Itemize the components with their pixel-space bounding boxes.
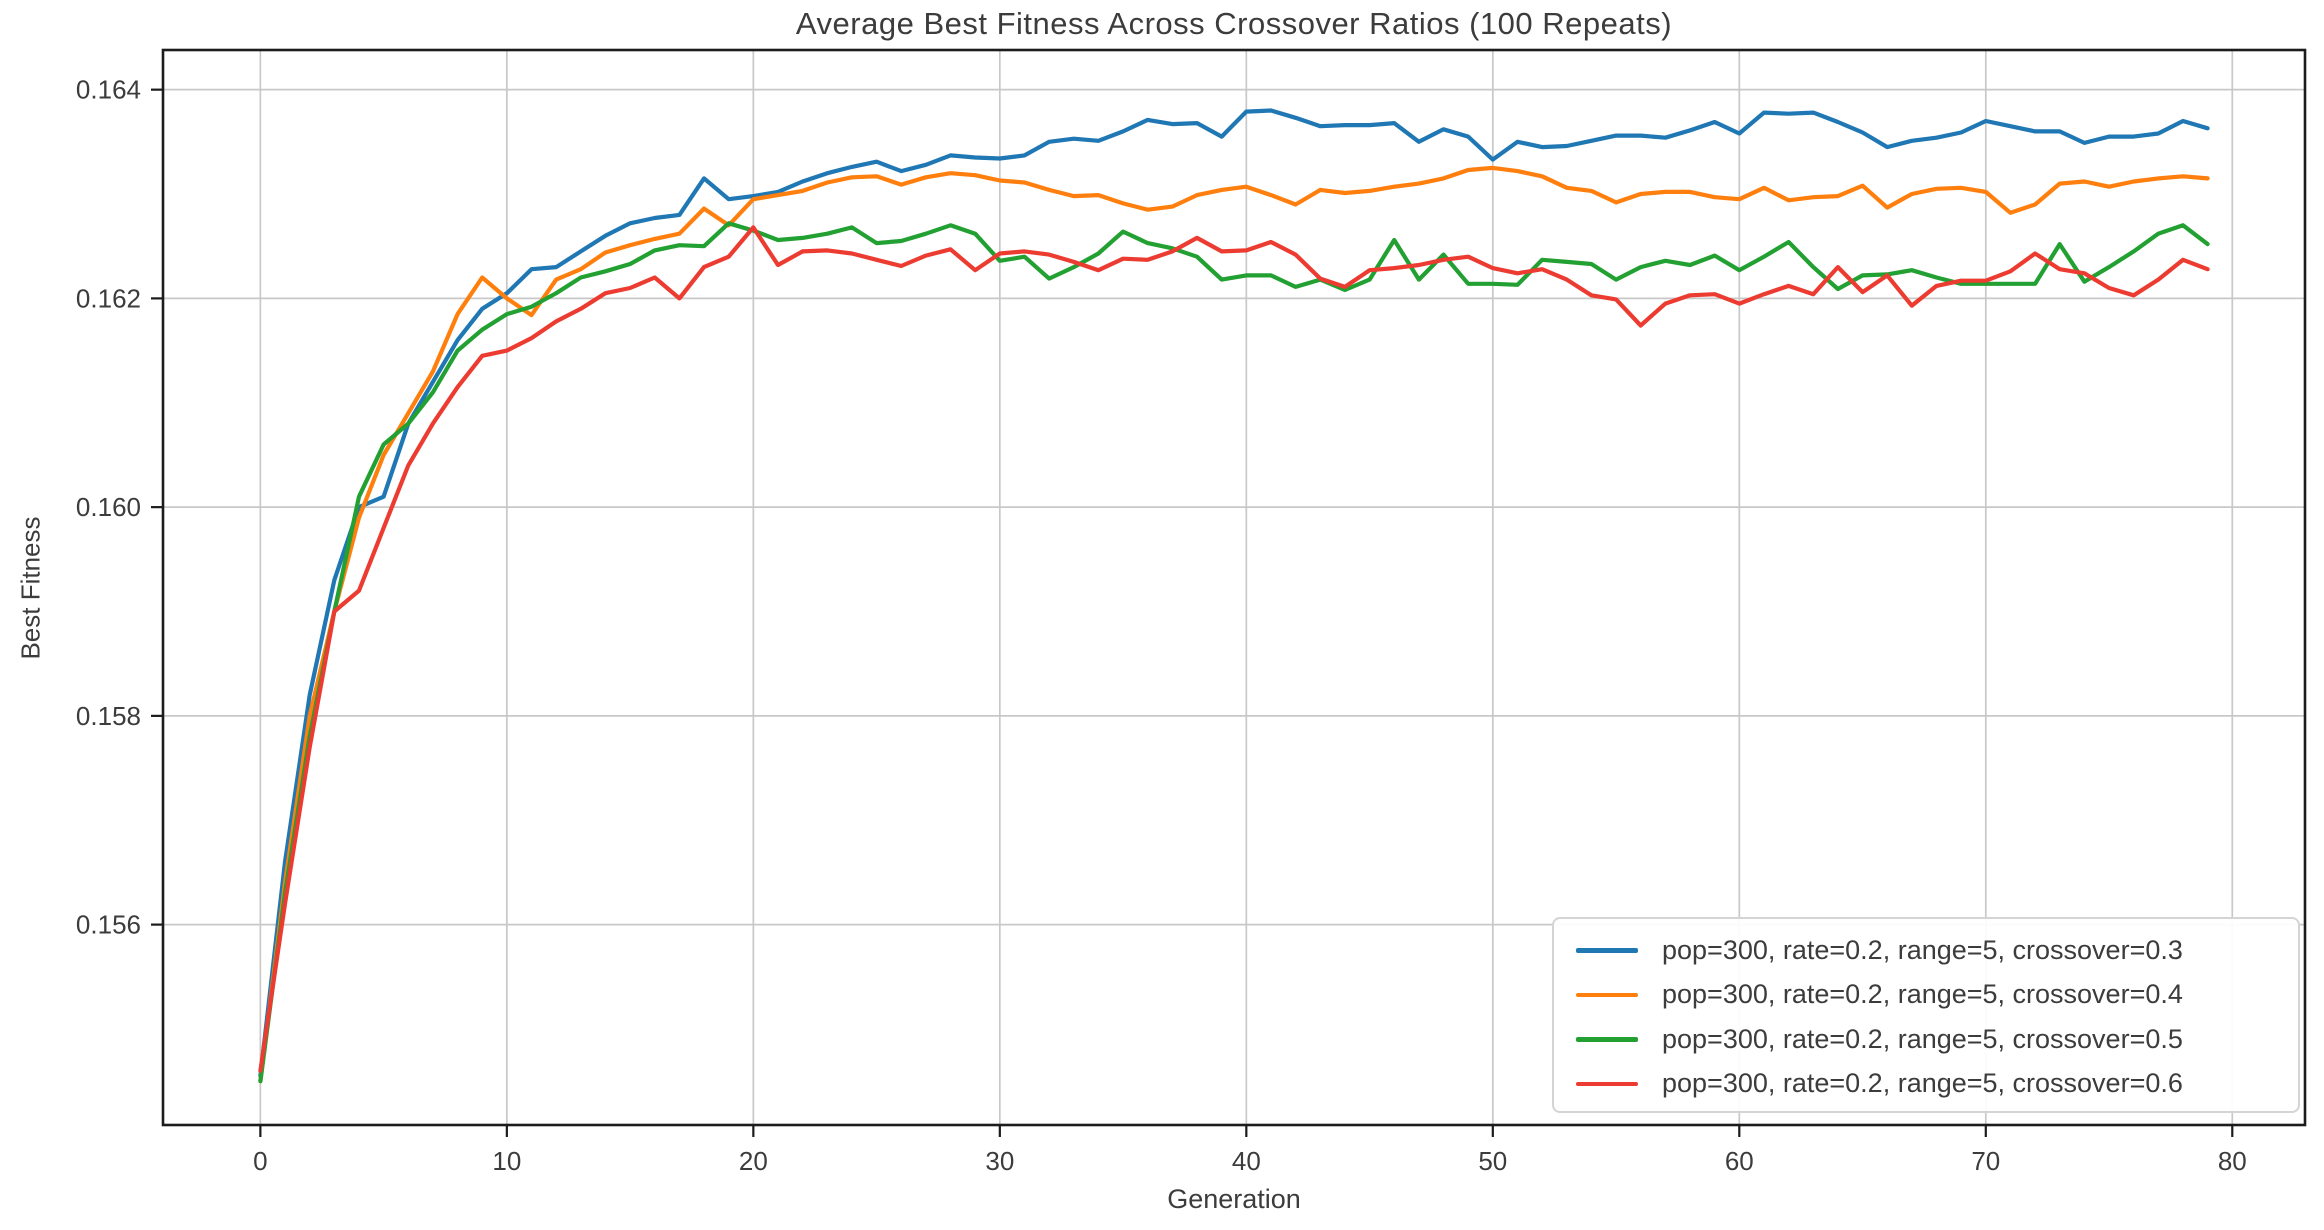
- x-tick-label-50: 50: [1478, 1146, 1507, 1176]
- x-tick-label-40: 40: [1232, 1146, 1261, 1176]
- legend: pop=300, rate=0.2, range=5, crossover=0.…: [1552, 917, 2300, 1113]
- legend-label: pop=300, rate=0.2, range=5, crossover=0.…: [1662, 934, 2183, 965]
- axes-frame: [161, 48, 2307, 1127]
- y-tick-label-0.162: 0.162: [76, 283, 141, 313]
- series-line-0.3: [258, 108, 2210, 1079]
- legend-line-swatch: [1576, 1081, 1638, 1086]
- legend-label: pop=300, rate=0.2, range=5, crossover=0.…: [1662, 1023, 2183, 1054]
- legend-label: pop=300, rate=0.2, range=5, crossover=0.…: [1662, 1068, 2183, 1099]
- legend-item: pop=300, rate=0.2, range=5, crossover=0.…: [1576, 928, 2298, 973]
- legend-item: pop=300, rate=0.2, range=5, crossover=0.…: [1576, 1017, 2298, 1062]
- x-tick-label-70: 70: [1971, 1146, 2000, 1176]
- x-tick-label-10: 10: [492, 1146, 521, 1176]
- legend-item: pop=300, rate=0.2, range=5, crossover=0.…: [1576, 973, 2298, 1018]
- x-axis-label: Generation: [1167, 1184, 1301, 1214]
- x-tick-label-80: 80: [2218, 1146, 2247, 1176]
- x-tick-label-0: 0: [253, 1146, 267, 1176]
- x-tick-label-20: 20: [739, 1146, 768, 1176]
- series-line-0.5: [258, 221, 2210, 1084]
- legend-label: pop=300, rate=0.2, range=5, crossover=0.…: [1662, 979, 2183, 1010]
- series-line-0.6: [258, 225, 2210, 1073]
- chart-title: Average Best Fitness Across Crossover Ra…: [795, 6, 1673, 41]
- y-tick-label-0.158: 0.158: [76, 701, 141, 731]
- legend-line-swatch: [1576, 1037, 1638, 1042]
- x-tick-label-30: 30: [985, 1146, 1014, 1176]
- legend-line-swatch: [1576, 992, 1638, 997]
- y-tick-label-0.164: 0.164: [76, 75, 141, 105]
- series-line-0.4: [258, 165, 2210, 1084]
- legend-line-swatch: [1576, 948, 1638, 953]
- x-tick-label-60: 60: [1725, 1146, 1754, 1176]
- y-tick-label-0.156: 0.156: [76, 910, 141, 940]
- y-axis-label: Best Fitness: [15, 516, 46, 660]
- y-tick-label-0.160: 0.160: [76, 492, 141, 522]
- legend-item: pop=300, rate=0.2, range=5, crossover=0.…: [1576, 1062, 2298, 1107]
